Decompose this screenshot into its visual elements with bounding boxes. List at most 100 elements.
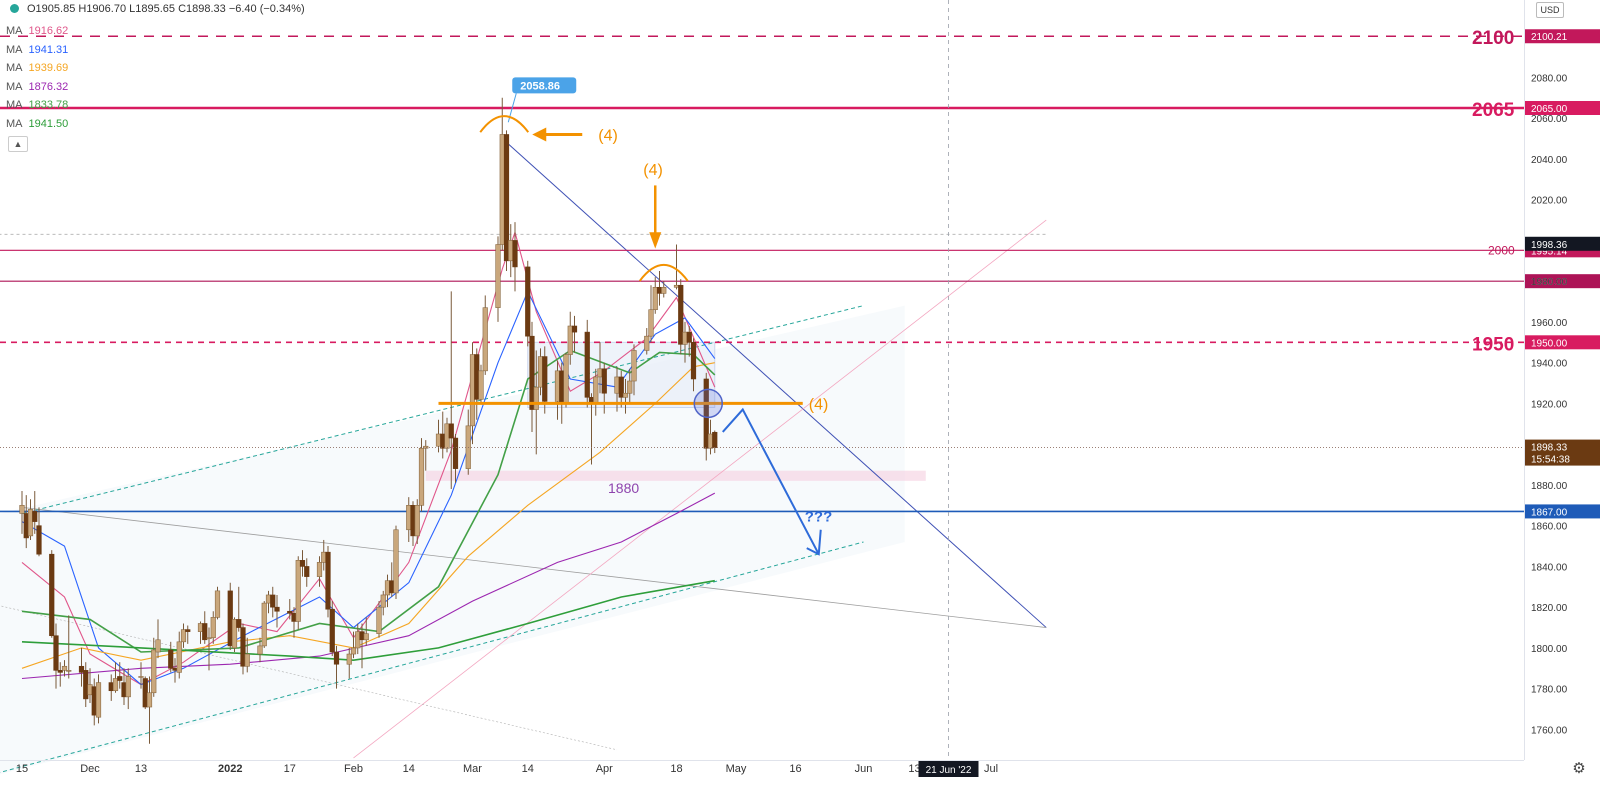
time-tick-label: Mar bbox=[463, 763, 482, 775]
market-status-icon bbox=[10, 4, 19, 13]
candle-up bbox=[554, 370, 561, 402]
ma-legend-row[interactable]: MA 1833.78 bbox=[6, 96, 68, 115]
candle-up bbox=[682, 331, 688, 345]
candle-down bbox=[618, 376, 624, 398]
candle-down bbox=[185, 629, 191, 632]
level-2065-axis-text: 2065.00 bbox=[1531, 104, 1568, 115]
question-label: ??? bbox=[805, 509, 833, 526]
level-2065-axis-tag bbox=[1524, 100, 1600, 115]
ma-legend-row[interactable]: MA 1916.62 bbox=[6, 22, 68, 41]
candle-down bbox=[512, 240, 518, 268]
ma-legend-row[interactable]: MA 1939.69 bbox=[6, 59, 68, 78]
candle-up bbox=[376, 606, 382, 634]
candle-down bbox=[32, 511, 38, 522]
candle-down bbox=[329, 608, 335, 653]
candle-up bbox=[393, 529, 399, 594]
ma-legend-row[interactable]: MA 1941.50 bbox=[6, 115, 68, 134]
candle-down bbox=[117, 676, 123, 681]
settings-button[interactable]: ⚙ bbox=[1570, 760, 1588, 778]
time-tick-label: 14 bbox=[522, 763, 534, 775]
time-tick-label: Feb bbox=[344, 763, 363, 775]
candle-down bbox=[274, 606, 280, 612]
candle-down bbox=[142, 678, 148, 708]
time-tick-label: 13 bbox=[135, 763, 147, 775]
candle-up bbox=[210, 617, 216, 639]
candle-up bbox=[231, 619, 238, 649]
time-tick-label: 18 bbox=[670, 763, 682, 775]
candle-down bbox=[121, 682, 127, 698]
zone-1880 bbox=[425, 470, 926, 481]
ma-value: 1939.69 bbox=[28, 62, 69, 75]
candle-down bbox=[452, 437, 459, 469]
candle-up bbox=[622, 392, 629, 398]
candle-up bbox=[380, 594, 386, 608]
time-tick-label: 14 bbox=[403, 763, 415, 775]
candle-down bbox=[678, 284, 684, 345]
ma-label: MA bbox=[6, 62, 23, 75]
candle-down bbox=[529, 335, 535, 410]
channel-bottom-dashed bbox=[0, 541, 864, 773]
candle-up bbox=[112, 678, 119, 692]
candle-up bbox=[478, 370, 484, 400]
candle-down bbox=[49, 553, 55, 637]
dotted-descending bbox=[0, 605, 618, 751]
candle-down bbox=[690, 342, 697, 380]
price-tick-label: 2060.00 bbox=[1531, 114, 1568, 125]
candle-up bbox=[627, 380, 633, 394]
projection-path bbox=[722, 407, 820, 555]
level-1867-axis-tag bbox=[1524, 504, 1600, 519]
price-tick-label: 1920.00 bbox=[1531, 399, 1568, 410]
candle-up bbox=[597, 368, 603, 378]
gear-icon: ⚙ bbox=[1572, 760, 1586, 777]
price-tick-label: 2020.00 bbox=[1531, 196, 1568, 207]
ohlc-legend: O1905.85 H1906.70 L1895.65 C1898.33 −6.4… bbox=[6, 3, 305, 15]
price-tick-label: 1940.00 bbox=[1531, 359, 1568, 370]
level-1950-axis-tag bbox=[1524, 335, 1600, 350]
peak-arc-2 bbox=[638, 264, 689, 282]
wave-label-second: (4) bbox=[643, 162, 663, 179]
peak-arc-1 bbox=[479, 115, 530, 133]
candle-up bbox=[265, 594, 272, 604]
candle-up bbox=[197, 623, 204, 632]
candle-down bbox=[584, 331, 590, 398]
candle-up bbox=[644, 335, 650, 351]
candle-up bbox=[648, 309, 654, 337]
ma-label: MA bbox=[6, 117, 23, 130]
candle-up bbox=[444, 423, 450, 449]
candle-up bbox=[537, 356, 544, 388]
channel-top-dashed bbox=[21, 305, 864, 514]
price-axis: 2100.21 2065.00 1995.14 1980.00 1950.00 1867.… bbox=[1524, 29, 1600, 736]
ma-legend-row[interactable]: MA 1876.32 bbox=[6, 78, 68, 97]
price-tick-label: 1980.00 bbox=[1531, 277, 1568, 288]
ma-label: MA bbox=[6, 80, 23, 93]
candle-up bbox=[614, 376, 620, 394]
candle-up bbox=[593, 376, 599, 404]
candle-down bbox=[236, 619, 242, 628]
candle-down bbox=[240, 627, 246, 667]
ma-value: 1916.62 bbox=[28, 25, 69, 37]
ma-legend-row[interactable]: MA 1941.31 bbox=[6, 41, 68, 60]
price-tick-label: 1780.00 bbox=[1531, 685, 1568, 696]
legend-collapse-button[interactable]: ▲ bbox=[8, 136, 28, 152]
time-tick-label: Jul bbox=[984, 763, 998, 775]
candle-up bbox=[125, 676, 131, 698]
level-1980-axis-tag bbox=[1524, 274, 1600, 289]
crosshair-date-text: 21 Jun '22 bbox=[926, 765, 972, 776]
level-2000-axis-text: 1995.14 bbox=[1531, 246, 1568, 257]
candle-down bbox=[91, 686, 97, 716]
candle-down bbox=[503, 134, 510, 262]
candle-down bbox=[202, 623, 208, 641]
candle-up bbox=[321, 551, 327, 563]
candle-up bbox=[508, 240, 514, 262]
candle-down bbox=[78, 665, 85, 673]
candle-up bbox=[423, 445, 429, 449]
candle-down bbox=[712, 431, 718, 448]
long-trendline bbox=[21, 506, 1047, 628]
candle-up bbox=[257, 645, 263, 655]
currency-selector[interactable]: USD bbox=[1536, 2, 1564, 18]
candle-up bbox=[346, 653, 352, 665]
candle-down bbox=[287, 610, 293, 614]
candle-down bbox=[172, 668, 178, 671]
currency-label: USD bbox=[1540, 5, 1560, 15]
